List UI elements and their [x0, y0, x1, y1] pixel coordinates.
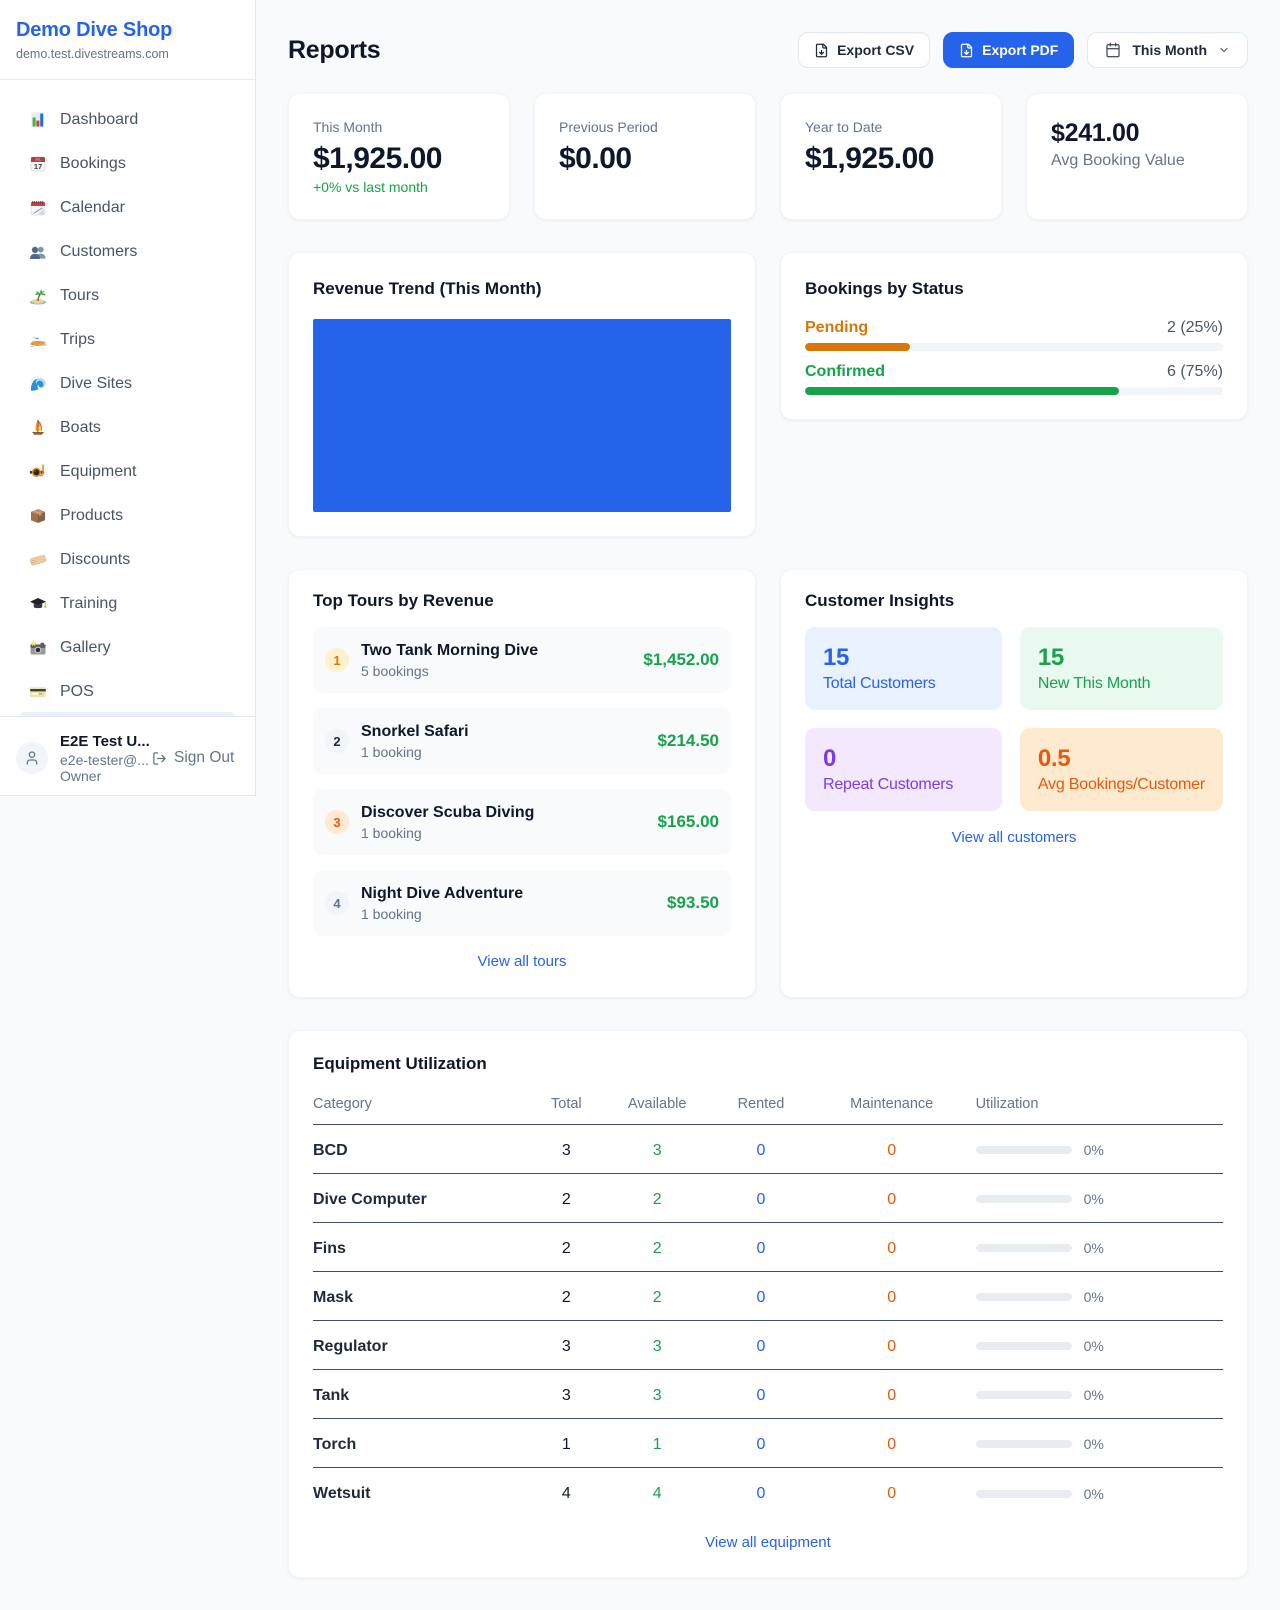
svg-text:JUL: JUL [35, 158, 41, 162]
svg-text:17: 17 [34, 162, 42, 171]
